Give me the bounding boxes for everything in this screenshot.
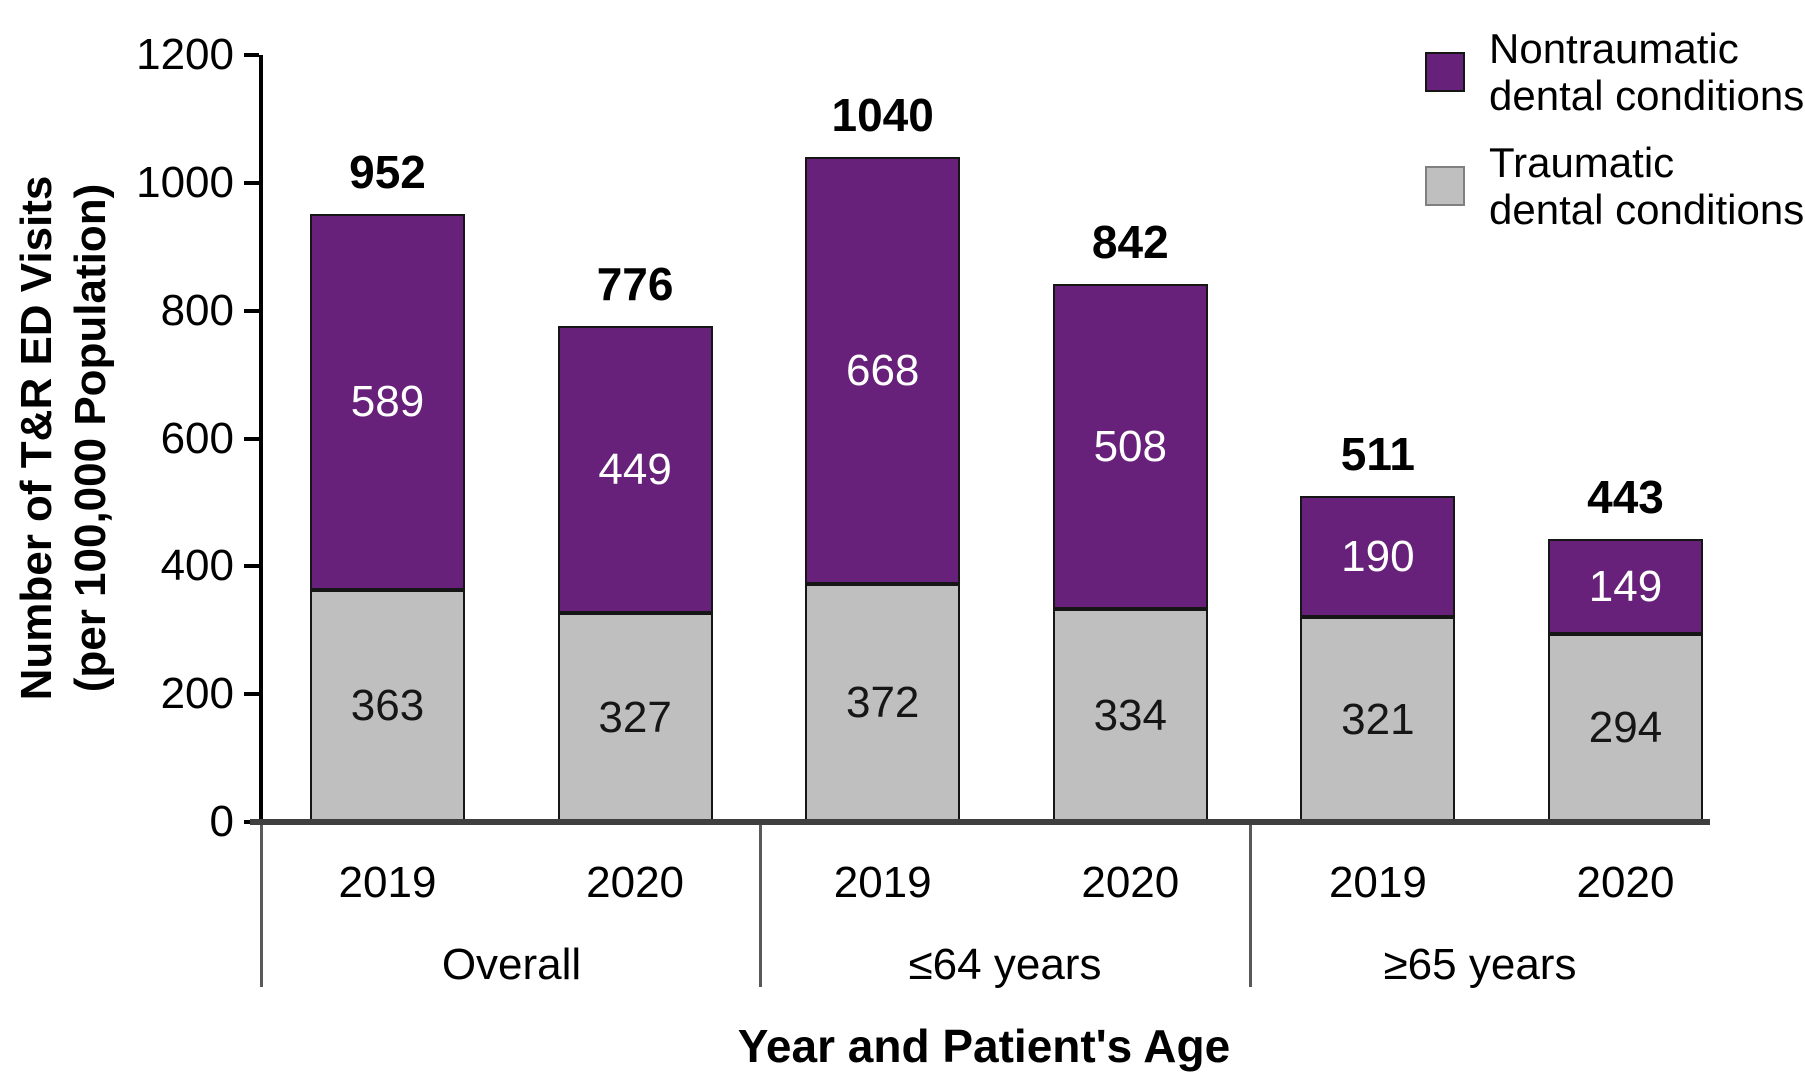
x-axis-year-label: 2019 <box>1328 858 1427 907</box>
traumatic-value-label: 294 <box>1588 703 1663 752</box>
y-axis-tick-label: 0 <box>209 797 234 846</box>
bar-segment-nontraumatic: 668 <box>805 157 961 584</box>
traumatic-value-label: 363 <box>350 681 425 730</box>
legend-label-traumatic-line2: dental conditions <box>1489 186 1805 233</box>
x-axis-year-label: 2020 <box>1576 858 1675 907</box>
bar-segment-traumatic: 294 <box>1548 634 1703 822</box>
legend-item-traumatic: Traumatic dental conditions <box>1425 139 1804 233</box>
y-axis-tick-label: 800 <box>160 285 234 335</box>
nontraumatic-value-label: 668 <box>845 345 920 395</box>
bar-segment-nontraumatic: 149 <box>1548 539 1703 634</box>
x-axis-year-label: 2019 <box>833 858 932 907</box>
legend-label-nontraumatic: Nontraumatic dental conditions <box>1489 25 1804 119</box>
x-axis-line <box>250 819 1710 825</box>
bar-segment-traumatic: 327 <box>557 613 713 822</box>
bar-segment-traumatic: 372 <box>805 584 961 822</box>
legend: Nontraumatic dental conditions Traumatic… <box>1425 25 1804 233</box>
bar-total-label: 1040 <box>831 89 934 141</box>
y-axis-tick <box>244 692 259 697</box>
legend-item-nontraumatic: Nontraumatic dental conditions <box>1425 25 1804 119</box>
bar-total-label: 776 <box>596 258 674 310</box>
nontraumatic-swatch-icon <box>1425 52 1465 92</box>
x-axis-year-label: 2020 <box>1081 858 1180 907</box>
x-axis-group-label: Overall <box>441 940 582 989</box>
y-axis-tick-label: 1200 <box>136 30 234 79</box>
bar-segment-traumatic: 363 <box>310 590 465 822</box>
group-divider-line <box>1249 822 1252 987</box>
nontraumatic-value-label: 190 <box>1341 531 1415 581</box>
y-axis-tick-label: 400 <box>160 541 234 591</box>
bar-segment-traumatic: 321 <box>1300 617 1456 822</box>
nontraumatic-value-label: 449 <box>598 444 672 494</box>
group-divider-line <box>759 822 762 987</box>
y-axis-tick <box>244 308 259 313</box>
y-axis-tick <box>244 564 259 569</box>
x-axis-year-label: 2019 <box>338 858 437 907</box>
bar-total-label: 842 <box>1091 216 1169 268</box>
legend-label-nontraumatic-line1: Nontraumatic <box>1489 25 1739 72</box>
legend-label-traumatic: Traumatic dental conditions <box>1489 139 1804 233</box>
y-axis-tick <box>244 436 259 441</box>
traumatic-value-label: 372 <box>845 678 920 727</box>
bar-segment-nontraumatic: 589 <box>310 214 465 590</box>
traumatic-value-label: 334 <box>1093 690 1167 740</box>
traumatic-swatch-icon <box>1425 166 1465 206</box>
y-axis-tick-label: 1000 <box>136 157 234 207</box>
bar-segment-nontraumatic: 508 <box>1052 284 1208 609</box>
y-axis-extension-line <box>260 822 263 987</box>
bar-segment-traumatic: 334 <box>1052 609 1208 822</box>
bar-total-label: 511 <box>1340 428 1415 480</box>
y-axis-line <box>259 55 263 822</box>
y-axis-tick <box>244 53 259 57</box>
bar-total-label: 443 <box>1587 471 1664 523</box>
x-axis-group-label: ≤64 years <box>908 940 1102 989</box>
bar-segment-nontraumatic: 449 <box>557 326 713 613</box>
y-axis-tick-label: 200 <box>160 669 234 719</box>
legend-label-nontraumatic-line2: dental conditions <box>1489 72 1805 119</box>
nontraumatic-value-label: 589 <box>350 377 425 426</box>
bar-total-label: 952 <box>349 146 426 198</box>
x-axis-title: Year and Patient's Age <box>737 1020 1231 1072</box>
x-axis-group-label: ≥65 years <box>1383 940 1577 989</box>
y-axis-tick <box>244 180 259 185</box>
nontraumatic-value-label: 508 <box>1093 421 1167 471</box>
nontraumatic-value-label: 149 <box>1588 561 1663 611</box>
legend-label-traumatic-line1: Traumatic <box>1489 139 1675 186</box>
y-axis-tick-label: 600 <box>160 413 234 463</box>
traumatic-value-label: 321 <box>1341 694 1415 744</box>
bar-segment-nontraumatic: 190 <box>1300 496 1456 617</box>
x-axis-year-label: 2020 <box>586 858 685 907</box>
traumatic-value-label: 327 <box>598 692 672 742</box>
